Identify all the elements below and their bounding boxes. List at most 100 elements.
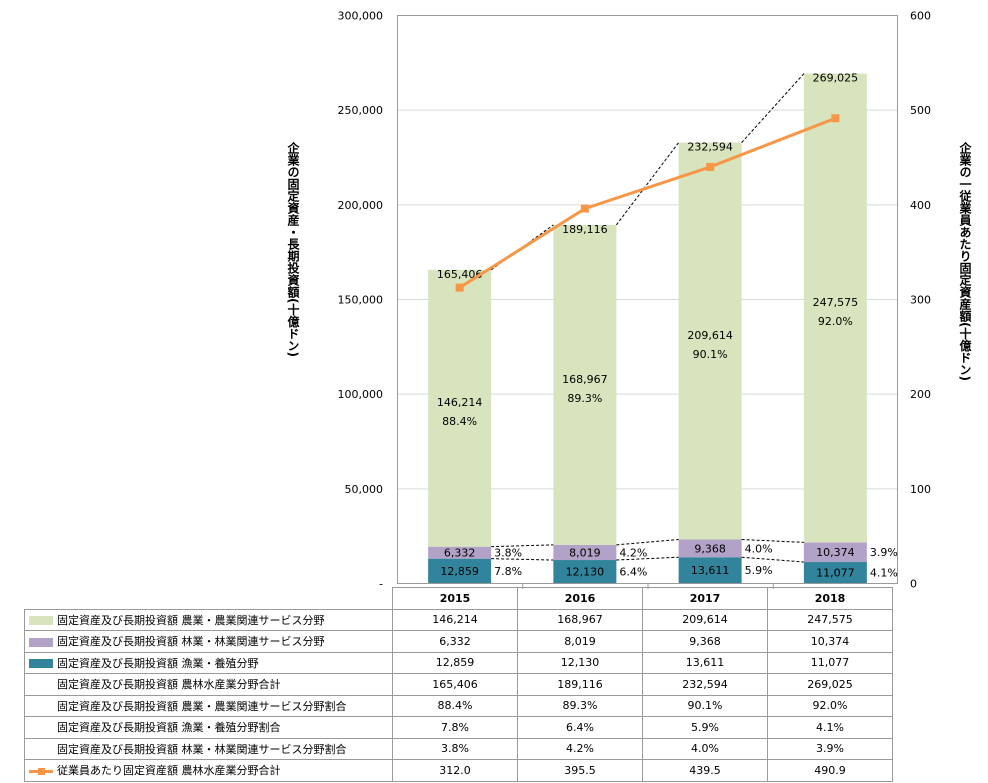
table-row-forestry: 固定資産及び長期投資額 林業・林業関連サービス分野 6,332 8,019 9,368… [24, 630, 893, 653]
table-row-agri-share: 固定資産及び長期投資額 農業・農業関連サービス分野割合 88.4% 89.3% 90.… [24, 694, 893, 717]
table-cell: 90.1% [642, 694, 768, 717]
table-cell: 7.8% [392, 716, 518, 739]
per-employee-line [458, 116, 836, 289]
agri-value-label: 168,967 [562, 373, 608, 386]
fishery-share-label: 4.1% [870, 567, 898, 580]
table-cell: 6,332 [392, 630, 518, 653]
table-cell: 6.4% [517, 716, 643, 739]
table-corner [24, 587, 393, 609]
fishery-value-label: 12,130 [566, 566, 605, 579]
forestry-value-label: 6,332 [444, 547, 476, 560]
table-cell: 490.9 [767, 759, 893, 782]
row-label: 固定資産及び長期投資額 農業・農業関連サービス分野割合 [57, 699, 347, 713]
table-row-fishery-share: 固定資産及び長期投資額 漁業・養殖分野割合 7.8% 6.4% 5.9% 4.1% [24, 716, 893, 739]
total-label: 189,116 [562, 223, 608, 236]
row-header: 固定資産及び長期投資額 漁業・養殖分野割合 [24, 716, 393, 739]
table-cell: 4.0% [642, 737, 768, 760]
table-row-per-employee: 従業員あたり固定資産額 農林水産業分野合計 312.0 395.5 439.5 490.… [24, 759, 893, 782]
left-tick-label: 100,000 [338, 388, 384, 401]
row-label: 固定資産及び長期投資額 農林水産業分野合計 [57, 678, 281, 692]
right-tick-label: 400 [910, 199, 931, 212]
legend-key [29, 745, 53, 754]
legend-key [29, 724, 53, 733]
fishery-share-label: 7.8% [494, 565, 522, 578]
bar-agri [553, 224, 617, 545]
chart-plot: - 0 50,000 100 100,000 200 150,000 300 200,000 40… [338, 10, 932, 591]
table-cell: 13,611 [642, 651, 768, 674]
bar-fishery [678, 557, 742, 583]
bar-forestry [803, 542, 867, 563]
category-label: 2016 [517, 587, 643, 610]
table-cell: 4.1% [767, 716, 893, 739]
agri-value-label: 209,614 [687, 329, 733, 342]
fishery-value-label: 11,077 [816, 567, 855, 580]
agri-share-label: 90.1% [693, 348, 728, 361]
bar-agri [803, 73, 867, 543]
fishery-share-label: 6.4% [619, 566, 647, 579]
agri-value-label: 247,575 [813, 296, 859, 309]
row-label: 固定資産及び長期投資額 林業・林業関連サービス分野割合 [57, 742, 347, 756]
table-cell: 165,406 [392, 673, 518, 696]
agri-share-label: 92.0% [818, 315, 853, 328]
table-header-row: 2015 2016 2017 2018 [24, 587, 893, 610]
table-cell: 12,859 [392, 651, 518, 674]
per-employee-marker [580, 204, 589, 213]
table-cell: 10,374 [767, 630, 893, 653]
per-employee-marker [706, 162, 715, 171]
total-label: 269,025 [813, 72, 859, 85]
row-label: 従業員あたり固定資産額 農林水産業分野合計 [57, 764, 281, 778]
row-header: 固定資産及び長期投資額 林業・林業関連サービス分野割合 [24, 737, 393, 760]
legend-key [29, 616, 53, 626]
legend-key [29, 767, 53, 776]
right-tick-label: 0 [910, 578, 917, 591]
fishery-value-label: 12,859 [440, 565, 479, 578]
total-label: 232,594 [687, 141, 733, 154]
category-label: 2015 [392, 587, 518, 610]
table-row-forestry-share: 固定資産及び長期投資額 林業・林業関連サービス分野割合 3.8% 4.2% 4.0% 3… [24, 737, 893, 760]
bar-agri [678, 142, 742, 540]
table-cell: 89.3% [517, 694, 643, 717]
category-label: 2017 [642, 587, 768, 610]
right-tick-label: 600 [910, 10, 931, 23]
forestry-value-label: 8,019 [569, 546, 601, 559]
left-tick-label: 200,000 [338, 199, 384, 212]
table-cell: 269,025 [767, 673, 893, 696]
row-label: 固定資産及び長期投資額 農業・農業関連サービス分野 [57, 613, 325, 627]
legend-key [29, 637, 53, 647]
agri-value-label: 146,214 [437, 396, 483, 409]
table-cell: 88.4% [392, 694, 518, 717]
per-employee-marker [831, 114, 840, 123]
forestry-share-label: 4.0% [745, 542, 773, 555]
table-row-agri: 固定資産及び長期投資額 農業・農業関連サービス分野 146,214 168,967 2… [24, 608, 893, 631]
total-connector [615, 142, 680, 226]
right-axis-title: 企業の一従業員あたり固定資産額(十億ドン) [958, 142, 972, 381]
bar-forestry [678, 539, 742, 558]
agri-share-label: 88.4% [442, 415, 477, 428]
table-cell: 3.8% [392, 737, 518, 760]
category-label: 2018 [767, 587, 893, 610]
bar-fishery [803, 562, 867, 583]
table-cell: 146,214 [392, 608, 518, 631]
table-cell: 312.0 [392, 759, 518, 782]
left-tick-label: 50,000 [345, 483, 384, 496]
forestry-connector [616, 556, 679, 561]
forestry-share-label: 3.8% [494, 547, 522, 560]
table-cell: 92.0% [767, 694, 893, 717]
left-axis-title: 企業の固定資産・長期投資額(十億ドン) [286, 142, 300, 357]
table-cell: 209,614 [642, 608, 768, 631]
row-header: 固定資産及び長期投資額 林業・林業関連サービス分野 [24, 630, 393, 653]
row-header: 従業員あたり固定資産額 農林水産業分野合計 [24, 759, 393, 782]
right-tick-label: 100 [910, 483, 931, 496]
table-row-total: 固定資産及び長期投資額 農林水産業分野合計 165,406 189,116 232,5… [24, 673, 893, 696]
row-label: 固定資産及び長期投資額 漁業・養殖分野割合 [57, 721, 281, 735]
data-table: 2015 2016 2017 2018 固定資産及び長期投資額 農業・農業関連サービス分… [24, 587, 893, 782]
forestry-value-label: 10,374 [816, 546, 855, 559]
forestry-share-label: 4.2% [619, 546, 647, 559]
row-label: 固定資産及び長期投資額 林業・林業関連サービス分野 [57, 635, 325, 649]
bar-forestry [553, 544, 617, 561]
table-cell: 12,130 [517, 651, 643, 674]
per-employee-marker [455, 283, 464, 292]
left-tick-label: 300,000 [338, 10, 384, 23]
forestry-connector [741, 538, 804, 543]
left-tick-label: 250,000 [338, 104, 384, 117]
